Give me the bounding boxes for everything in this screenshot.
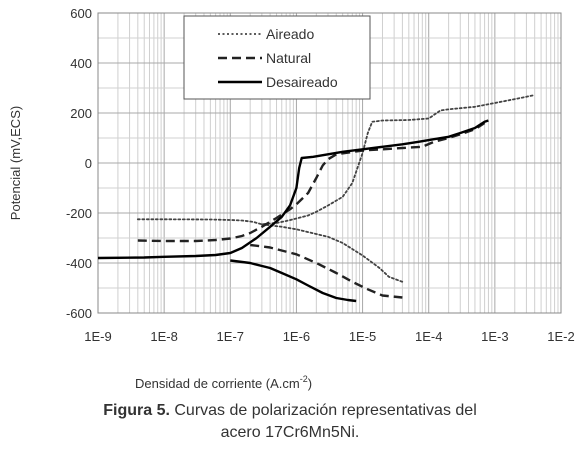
x-tick-label: 1E-8 xyxy=(150,329,177,344)
x-axis-label-end: ) xyxy=(308,376,312,391)
x-tick-label: 1E-4 xyxy=(415,329,442,344)
y-tick-labels: -600 -400 -200 0 200 400 600 xyxy=(66,6,92,321)
figure-caption: Figura 5. Curvas de polarización represe… xyxy=(0,400,580,444)
x-tick-label: 1E-6 xyxy=(283,329,310,344)
caption-line-2: acero 17Cr6Mn5Ni. xyxy=(0,422,580,444)
x-tick-label: 1E-2 xyxy=(547,329,574,344)
legend-label-natural: Natural xyxy=(266,50,311,66)
x-tick-label: 1E-7 xyxy=(217,329,244,344)
y-tick-label: 400 xyxy=(70,56,92,71)
y-tick-label: -400 xyxy=(66,256,92,271)
x-axis-label: Densidad de corriente (A.cm-2) xyxy=(135,374,312,391)
y-tick-label: -600 xyxy=(66,306,92,321)
series-natural-branch-cathodic xyxy=(250,245,402,298)
y-axis-label: Potencial (mV,ECS) xyxy=(8,106,23,220)
caption-line-1: Figura 5. Curvas de polarización represe… xyxy=(0,400,580,422)
x-tick-label: 1E-9 xyxy=(84,329,111,344)
caption-text: Curvas de polarización representativas d… xyxy=(170,402,477,419)
series-natural-branch-anodic xyxy=(138,123,485,241)
legend-label-desaireado: Desaireado xyxy=(266,74,338,90)
x-tick-label: 1E-3 xyxy=(481,329,508,344)
legend: Aireado Natural Desaireado xyxy=(184,16,370,99)
x-axis-label-main: Densidad de corriente (A.cm xyxy=(135,376,300,391)
legend-label-aireado: Aireado xyxy=(266,26,314,42)
x-axis-label-exponent: -2 xyxy=(300,374,308,384)
y-tick-label: 200 xyxy=(70,106,92,121)
y-tick-label: -200 xyxy=(66,206,92,221)
y-tick-label: 0 xyxy=(85,156,92,171)
y-tick-label: 600 xyxy=(70,6,92,21)
x-tick-labels: 1E-9 1E-8 1E-7 1E-6 1E-5 1E-4 1E-3 1E-2 xyxy=(84,329,574,344)
caption-label: Figura 5. xyxy=(103,402,170,419)
x-tick-label: 1E-5 xyxy=(349,329,376,344)
